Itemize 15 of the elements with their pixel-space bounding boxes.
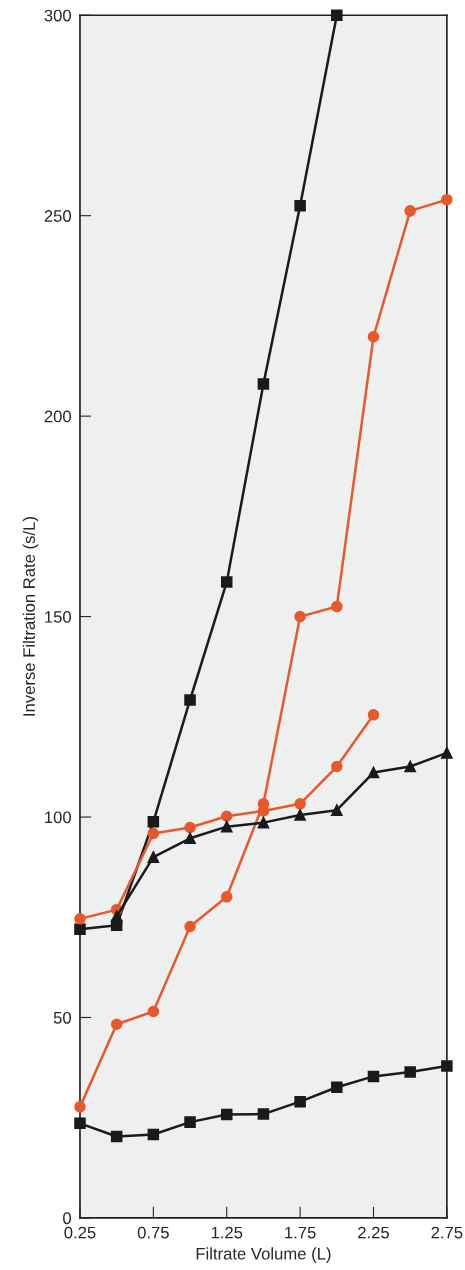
y-tick-label: 0	[63, 1212, 71, 1225]
x-tick-label: 1.75	[285, 1226, 316, 1239]
x-axis-title: Filtrate Volume (L)	[196, 1247, 331, 1263]
y-axis-title: Inverse Filtration Rate (s/L)	[22, 517, 39, 716]
y-tick-label: 200	[44, 410, 71, 423]
x-tick-label: 0.25	[64, 1226, 96, 1239]
x-tick-label: 0.75	[137, 1226, 169, 1239]
y-tick-label: 150	[45, 610, 71, 623]
x-tick-label: 2.25	[358, 1226, 390, 1239]
x-tick-label: 2.75	[431, 1226, 463, 1239]
y-tick-label: 50	[53, 1011, 71, 1024]
x-tick-label: 1.25	[211, 1226, 243, 1239]
y-tick-label: 300	[44, 9, 71, 22]
y-tick-label: 100	[45, 811, 71, 824]
y-tick-label: 250	[44, 210, 71, 222]
